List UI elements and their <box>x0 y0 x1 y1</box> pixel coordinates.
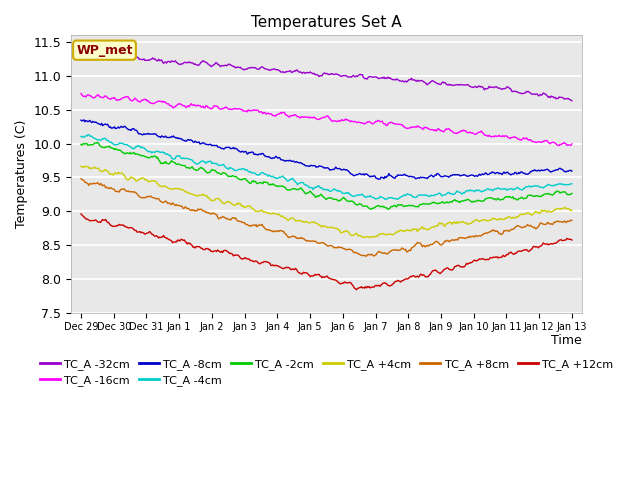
TC_A -2cm <box>311 194 319 200</box>
TC_A -8cm <box>77 117 85 123</box>
TC_A -8cm <box>344 168 351 173</box>
TC_A +4cm <box>366 235 374 240</box>
Title: Temperatures Set A: Temperatures Set A <box>251 15 402 30</box>
TC_A +12cm <box>371 284 378 290</box>
TC_A +8cm <box>557 219 565 225</box>
TC_A -16cm <box>556 143 563 148</box>
TC_A -32cm <box>314 72 322 78</box>
TC_A -16cm <box>77 91 85 96</box>
TC_A -16cm <box>369 121 377 127</box>
TC_A +4cm <box>314 222 322 228</box>
TC_A -16cm <box>310 114 318 120</box>
TC_A -8cm <box>558 167 566 172</box>
TC_A -2cm <box>481 196 489 202</box>
TC_A +4cm <box>311 220 319 226</box>
TC_A -4cm <box>481 188 489 193</box>
TC_A +8cm <box>343 247 351 253</box>
Line: TC_A -32cm: TC_A -32cm <box>81 53 572 101</box>
TC_A -8cm <box>314 164 322 170</box>
TC_A -32cm <box>311 72 319 78</box>
TC_A +4cm <box>81 163 89 169</box>
TC_A -2cm <box>558 189 566 195</box>
TC_A +12cm <box>481 257 488 263</box>
TC_A -2cm <box>94 139 102 145</box>
TC_A -2cm <box>568 191 576 196</box>
TC_A -32cm <box>371 74 378 80</box>
TC_A +12cm <box>310 273 318 278</box>
TC_A -4cm <box>381 196 388 202</box>
TC_A +8cm <box>362 253 370 259</box>
TC_A -8cm <box>568 168 576 174</box>
TC_A +12cm <box>557 237 565 242</box>
TC_A +4cm <box>77 163 85 169</box>
Line: TC_A -16cm: TC_A -16cm <box>81 94 572 145</box>
TC_A +8cm <box>371 253 378 259</box>
Line: TC_A -4cm: TC_A -4cm <box>81 135 572 199</box>
TC_A -2cm <box>371 204 379 210</box>
Line: TC_A -2cm: TC_A -2cm <box>81 142 572 209</box>
TC_A -16cm <box>568 141 576 147</box>
Line: TC_A +12cm: TC_A +12cm <box>81 214 572 290</box>
TC_A +4cm <box>568 208 576 214</box>
TC_A +8cm <box>481 230 488 236</box>
X-axis label: Time: Time <box>551 334 582 347</box>
TC_A -4cm <box>85 132 93 138</box>
TC_A -4cm <box>314 183 322 189</box>
TC_A +12cm <box>77 211 85 217</box>
TC_A -32cm <box>557 95 565 100</box>
TC_A -2cm <box>314 193 322 199</box>
TC_A -8cm <box>481 170 489 176</box>
TC_A +12cm <box>313 272 321 277</box>
TC_A -8cm <box>80 117 88 123</box>
TC_A -2cm <box>367 206 375 212</box>
TC_A -32cm <box>344 74 351 80</box>
TC_A -32cm <box>568 98 576 104</box>
TC_A +8cm <box>310 239 318 244</box>
TC_A -16cm <box>313 116 321 122</box>
TC_A +4cm <box>371 234 379 240</box>
TC_A -4cm <box>558 181 566 187</box>
TC_A +8cm <box>313 240 321 246</box>
TC_A +4cm <box>558 206 566 212</box>
TC_A -4cm <box>311 184 319 190</box>
TC_A -16cm <box>343 117 351 123</box>
TC_A +12cm <box>353 287 360 293</box>
TC_A -32cm <box>77 50 85 56</box>
TC_A +4cm <box>481 217 489 223</box>
TC_A -2cm <box>344 198 351 204</box>
TC_A +8cm <box>568 217 576 223</box>
Text: WP_met: WP_met <box>76 44 132 57</box>
TC_A -32cm <box>481 87 488 93</box>
TC_A -8cm <box>371 173 378 179</box>
TC_A -4cm <box>77 134 85 140</box>
Line: TC_A +8cm: TC_A +8cm <box>81 179 572 256</box>
TC_A +12cm <box>568 237 576 243</box>
TC_A +4cm <box>344 228 351 234</box>
TC_A -4cm <box>371 195 378 201</box>
Line: TC_A +4cm: TC_A +4cm <box>81 166 572 238</box>
TC_A -32cm <box>102 50 109 56</box>
TC_A -2cm <box>77 142 85 147</box>
TC_A +8cm <box>77 176 85 181</box>
Y-axis label: Temperatures (C): Temperatures (C) <box>15 120 28 228</box>
TC_A -4cm <box>344 191 351 196</box>
TC_A -16cm <box>557 142 565 147</box>
TC_A +12cm <box>343 280 351 286</box>
TC_A -16cm <box>479 131 487 136</box>
TC_A -8cm <box>375 176 383 182</box>
TC_A -8cm <box>311 163 319 168</box>
Legend: TC_A -32cm, TC_A -16cm, TC_A -8cm, TC_A -4cm, TC_A -2cm, TC_A +4cm, TC_A +8cm, T: TC_A -32cm, TC_A -16cm, TC_A -8cm, TC_A … <box>35 354 618 391</box>
Line: TC_A -8cm: TC_A -8cm <box>81 120 572 179</box>
TC_A -4cm <box>568 181 576 187</box>
